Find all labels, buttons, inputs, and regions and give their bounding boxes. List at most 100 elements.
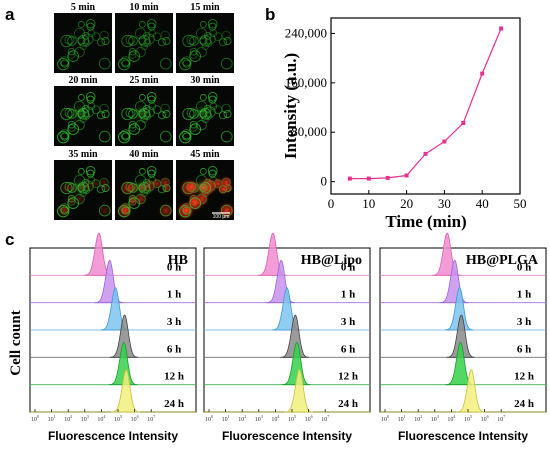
cell-membrane [98, 204, 111, 217]
cell-membrane [77, 20, 85, 28]
time-label: 5 min [71, 2, 96, 13]
y-tick-label: 80,000 [291, 124, 327, 139]
cell-membrane [98, 57, 111, 70]
cell-membrane [179, 130, 192, 144]
cell-membrane [128, 123, 141, 135]
cell-membrane [152, 105, 162, 115]
cell-membrane [128, 51, 137, 59]
cell-membrane [143, 39, 152, 47]
micrograph [176, 86, 234, 146]
cell-membrane [147, 95, 156, 104]
cell-membrane [223, 110, 232, 119]
cell-membrane [77, 36, 86, 45]
cell-membrane [189, 124, 198, 132]
cell-membrane [201, 42, 209, 51]
cell-membrane [85, 18, 96, 29]
data-point [442, 139, 447, 144]
row-label: 1 h [341, 289, 355, 301]
cell-membrane [179, 57, 192, 71]
histogram-peak [284, 369, 314, 413]
cell-membrane [160, 103, 170, 114]
micrograph [176, 160, 236, 221]
cell-membrane [223, 37, 232, 46]
cell-membrane [67, 197, 80, 209]
histogram-peak [281, 341, 311, 386]
cell-membrane [181, 56, 192, 67]
row-label: 3 h [517, 316, 531, 328]
cell-membrane [213, 32, 223, 42]
histogram-peak [456, 369, 485, 413]
cell-membrane [208, 22, 217, 31]
histogram-peak [446, 314, 475, 358]
green-haze [191, 102, 213, 124]
x-tick-label: 107 [147, 414, 155, 423]
cell-membrane [86, 95, 95, 104]
cell-membrane [99, 103, 109, 114]
x-tick-label: 104 [271, 414, 279, 423]
cell-membrane [146, 91, 157, 102]
data-point [385, 175, 390, 180]
x-tick-label: 101 [398, 414, 406, 423]
internalized-signal [218, 201, 236, 220]
x-tick-label: 102 [64, 414, 72, 423]
x-tick-label: 107 [321, 414, 329, 423]
histogram-peak [109, 314, 138, 358]
cell-membrane [60, 59, 69, 68]
micrograph [176, 13, 234, 73]
row-label: 3 h [341, 316, 355, 328]
cell-membrane [60, 206, 69, 215]
cell-membrane [67, 198, 76, 206]
x-tick-label: 101 [222, 414, 230, 423]
cell-count-label: Cell count [8, 310, 24, 375]
y-tick-label: 0 [321, 174, 328, 189]
cell-membrane [57, 57, 70, 71]
cell-membrane [128, 198, 137, 206]
data-point [480, 71, 485, 76]
x-tick-label: 106 [131, 414, 139, 423]
histogram-peak [444, 287, 474, 331]
x-tick-label: 100 [205, 414, 213, 423]
row-label: 0 h [517, 261, 531, 273]
micrograph [115, 86, 173, 146]
histogram-peak [439, 259, 469, 304]
microscopy-time-labels: 5 min 10 min 15 min 20 min 25 min 30 min 35 mi… [68, 2, 220, 160]
time-label: 45 min [190, 149, 220, 160]
x-tick-label: 102 [238, 414, 246, 423]
cell-membrane [189, 123, 202, 135]
histogram-peak [111, 369, 140, 413]
cell-membrane [208, 169, 217, 178]
cell-membrane [147, 169, 156, 178]
cell-membrane [186, 34, 197, 45]
data-point [461, 120, 466, 125]
time-label: 20 min [68, 75, 98, 86]
cell-membrane [73, 27, 86, 40]
internalized-signal [159, 176, 172, 189]
cell-membrane [59, 56, 70, 67]
cell-membrane [82, 39, 91, 47]
time-label: 25 min [129, 75, 159, 86]
x-tick-label: 107 [497, 414, 505, 423]
cell-membrane [207, 18, 218, 29]
row-label: 12 h [514, 371, 534, 383]
x-tick-label: 101 [48, 414, 56, 423]
cell-membrane [189, 197, 202, 209]
cell-membrane [218, 111, 227, 120]
cell-membrane [85, 165, 96, 176]
x-tick-label: 106 [305, 414, 313, 423]
cell-membrane [213, 105, 223, 115]
cell-membrane [67, 51, 76, 59]
x-tick-label: 104 [97, 414, 105, 423]
cell-membrane [59, 129, 70, 140]
cell-membrane [57, 130, 70, 144]
cell-membrane [128, 197, 141, 209]
cell-membrane [118, 57, 131, 71]
x-tick-label: 103 [81, 414, 89, 423]
cell-membrane [138, 34, 151, 47]
x-tick-label: 105 [464, 414, 472, 423]
cell-membrane [146, 165, 157, 176]
cell-membrane [159, 57, 172, 70]
cell-membrane [134, 27, 147, 40]
cell-membrane [182, 132, 191, 141]
panel-label-c: c [5, 230, 14, 249]
